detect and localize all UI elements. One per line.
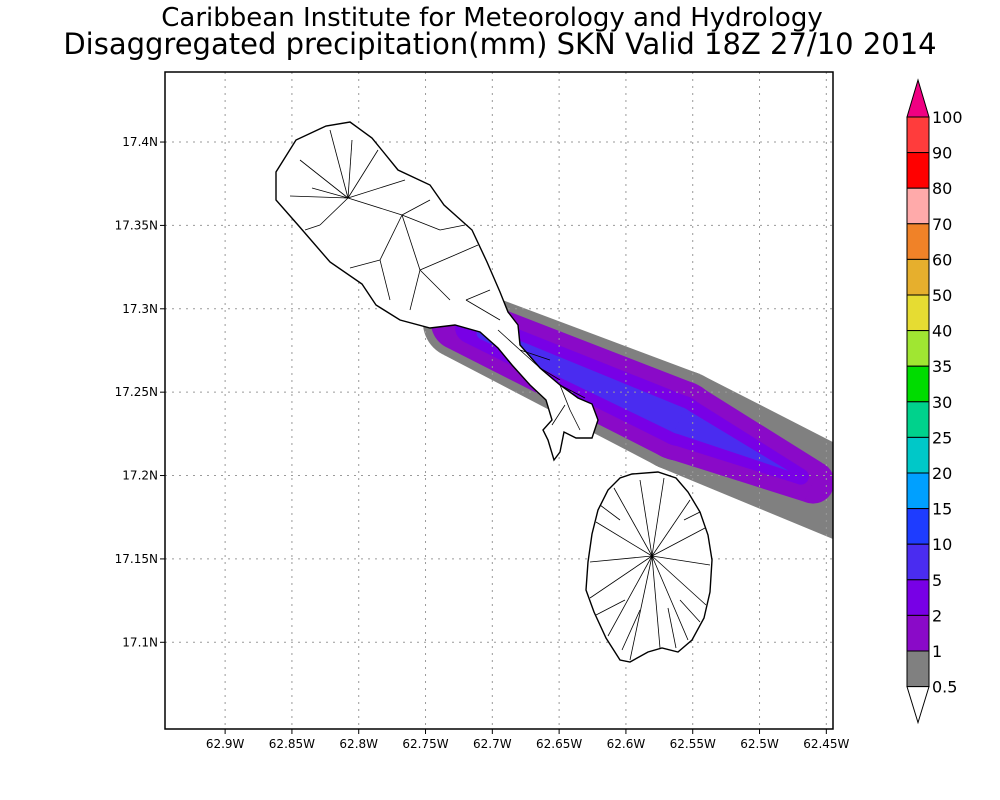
- lat-tick-label: 17.25N: [115, 385, 158, 399]
- nevis-coastline: [585, 471, 713, 663]
- colorbar-bottom-cap: [906, 686, 930, 725]
- lat-tick-label: 17.1N: [122, 635, 158, 649]
- colorbar-label: 35: [932, 357, 952, 376]
- st-kitts-coastline: [275, 121, 599, 462]
- lon-tick-label: 62.9W: [206, 737, 245, 751]
- colorbar-segment-25: [906, 401, 930, 438]
- colorbar-label: 40: [932, 322, 952, 341]
- colorbar-label: 70: [932, 215, 952, 234]
- colorbar-segment-2: [906, 579, 930, 616]
- lon-tick-label: 62.8W: [339, 737, 378, 751]
- lat-tick-label: 17.4N: [122, 135, 158, 149]
- lon-tick-label: 62.75W: [402, 737, 448, 751]
- colorbar-label: 1: [932, 642, 942, 661]
- colorbar-label: 80: [932, 179, 952, 198]
- nevis-drainage: [589, 477, 711, 661]
- colorbar-segment-5: [906, 543, 930, 581]
- lon-tick-label: 62.45W: [803, 737, 849, 751]
- lat-tick-label: 17.15N: [115, 552, 158, 566]
- colorbar-label: 90: [932, 144, 952, 163]
- lon-tick-label: 62.5W: [740, 737, 779, 751]
- precipitation-colorbar: 100 90 80 70 60 50 40 35 30 25 20 15 10 5 2 1 0.5: [906, 78, 963, 725]
- colorbar-segment-70: [906, 187, 930, 225]
- colorbar-top-cap: [906, 78, 930, 118]
- lon-tick-label: 62.6W: [607, 737, 646, 751]
- colorbar-segment-0.5: [906, 650, 930, 688]
- precip-contour-5: [673, 408, 789, 472]
- colorbar-segment-1: [906, 614, 930, 652]
- colorbar-segment-80: [906, 152, 930, 189]
- lat-tick-label: 17.35N: [115, 218, 158, 232]
- map-axes: 62.9W 62.85W 62.8W 62.75W 62.7W 62.65W 62.6W 62…: [115, 135, 850, 751]
- lon-tick-label: 62.7W: [473, 737, 512, 751]
- map-plot-area: 62.9W 62.85W 62.8W 62.75W 62.7W 62.65W 62.6W 62…: [115, 71, 850, 751]
- map-frame: [164, 71, 834, 730]
- colorbar-label: 5: [932, 571, 942, 590]
- colorbar-segment-90: [906, 116, 930, 154]
- colorbar-label: 100: [932, 108, 963, 127]
- lat-tick-label: 17.3N: [122, 302, 158, 316]
- colorbar-segment-60: [906, 223, 930, 260]
- colorbar-label: 15: [932, 500, 952, 519]
- st-kitts-drainage: [289, 129, 586, 431]
- colorbar-segment-10: [906, 508, 930, 545]
- lon-tick-label: 62.85W: [269, 737, 315, 751]
- colorbar-label: 2: [932, 606, 942, 625]
- colorbar-label: 10: [932, 535, 952, 554]
- colorbar-segment-35: [906, 330, 930, 367]
- product-title: Disaggregated precipitation(mm) SKN Vali…: [63, 27, 936, 61]
- colorbar-label: 30: [932, 393, 952, 412]
- colorbar-segment-15: [906, 472, 930, 510]
- institute-title: Caribbean Institute for Meteorology and …: [161, 3, 822, 33]
- colorbar-label: 20: [932, 464, 952, 483]
- colorbar-label: 25: [932, 428, 952, 447]
- colorbar-label: 0.5: [932, 678, 957, 697]
- colorbar-label: 60: [932, 250, 952, 269]
- colorbar-segment-50: [906, 258, 930, 296]
- colorbar-segment-30: [906, 365, 930, 403]
- lon-tick-label: 62.65W: [536, 737, 582, 751]
- colorbar-label: 50: [932, 286, 952, 305]
- lon-tick-label: 62.55W: [670, 737, 716, 751]
- lat-tick-label: 17.2N: [122, 469, 158, 483]
- colorbar-segment-40: [906, 294, 930, 332]
- island-outlines: [275, 121, 713, 663]
- colorbar-segment-20: [906, 436, 930, 474]
- precip-contour-5: [480, 326, 685, 433]
